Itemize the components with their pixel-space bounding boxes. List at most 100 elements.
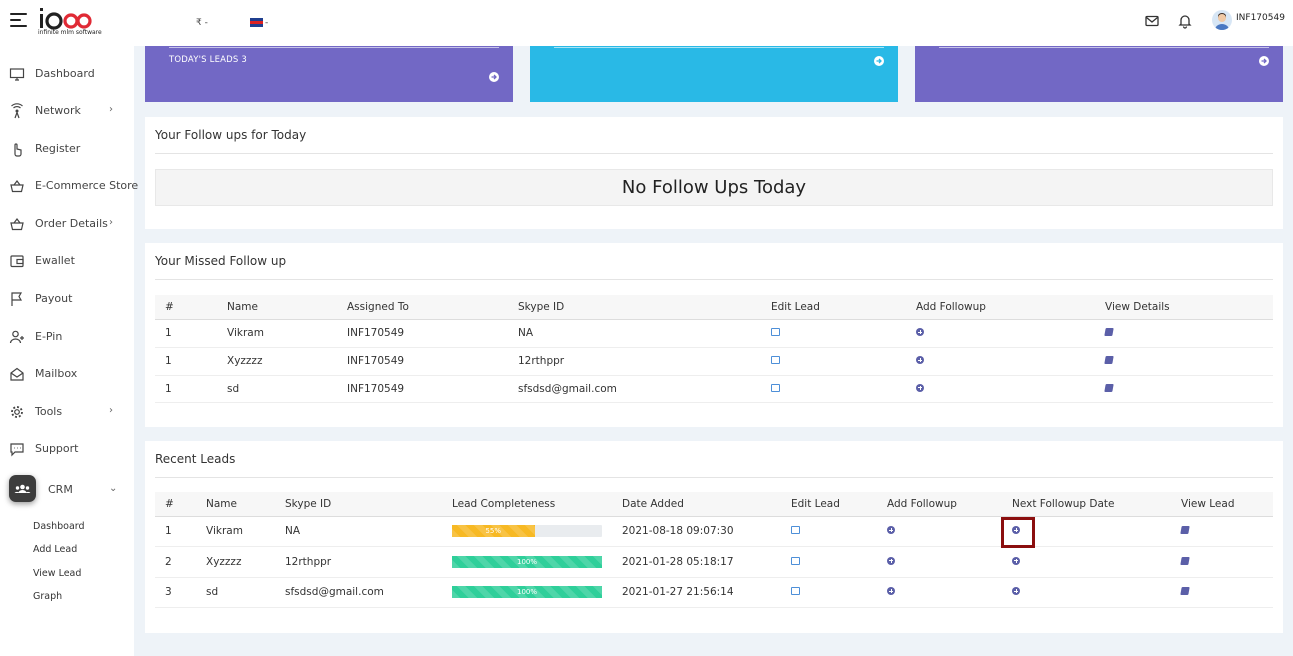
- edit-icon[interactable]: [791, 556, 800, 565]
- edit-icon[interactable]: [771, 328, 780, 336]
- column-header: Lead Completeness: [442, 492, 612, 517]
- row-number: 2: [155, 546, 196, 578]
- add-circle-icon[interactable]: [887, 587, 895, 595]
- card-label: TODAY'S LEADS 3: [169, 55, 248, 65]
- sidebar-item-network[interactable]: Network ›: [0, 99, 134, 123]
- summary-card-2: [530, 46, 898, 102]
- column-header: Date Added: [612, 492, 781, 517]
- mail-icon[interactable]: [1144, 13, 1160, 29]
- sidebar-item-label: E-Commerce Store: [35, 179, 139, 192]
- next-followup-icon[interactable]: [1012, 526, 1020, 534]
- column-header: #: [155, 295, 217, 320]
- add-circle-icon[interactable]: [887, 556, 895, 565]
- sidebar-item-label: CRM: [48, 483, 73, 496]
- sidebar-item-ewallet[interactable]: Ewallet: [0, 249, 134, 273]
- sidebar-item-payout[interactable]: Payout: [0, 287, 134, 311]
- row-number: 3: [155, 577, 196, 608]
- sidebar-item-label: Mailbox: [35, 367, 78, 380]
- sidebar-item-label: Payout: [35, 292, 73, 305]
- next-followup-icon[interactable]: [1012, 587, 1020, 595]
- book-icon[interactable]: [1104, 356, 1114, 364]
- chevron-right-icon: ›: [109, 104, 113, 115]
- column-header: Name: [196, 492, 275, 517]
- top-bar: infinite mlm software ₹ - - INF170549: [0, 0, 1293, 46]
- crm-sub-add-lead[interactable]: Add Lead: [33, 544, 78, 555]
- book-icon[interactable]: [1104, 328, 1114, 336]
- arrow-right-circle-icon[interactable]: [1259, 56, 1269, 66]
- username[interactable]: INF170549: [1236, 13, 1285, 23]
- todays-leads-card: TODAY'S LEADS 3: [145, 46, 513, 102]
- sidebar-item-label: Dashboard: [35, 67, 95, 80]
- add-circle-icon[interactable]: [887, 526, 895, 534]
- edit-icon[interactable]: [771, 356, 780, 364]
- book-icon[interactable]: [1180, 526, 1190, 534]
- flag-icon: [11, 292, 23, 306]
- column-header: Edit Lead: [761, 295, 906, 320]
- book-icon[interactable]: [1180, 587, 1190, 595]
- row-number: 1: [155, 319, 217, 348]
- currency-selector[interactable]: ₹ -: [196, 18, 208, 28]
- menu-toggle-icon[interactable]: [10, 13, 27, 29]
- sidebar-item-support[interactable]: Support: [0, 437, 134, 461]
- lead-name: Xyzzzz: [196, 546, 275, 578]
- date-added: 2021-01-27 21:56:14: [612, 577, 781, 608]
- skype-id: 12rthppr: [508, 347, 761, 376]
- table-row: 2 Xyzzzz 12rthppr 100% 2021-01-28 05:18:…: [155, 546, 1273, 578]
- crm-sub-view-lead[interactable]: View Lead: [33, 568, 82, 579]
- sidebar-item-ecommerce-store[interactable]: E-Commerce Store: [0, 174, 138, 198]
- recent-leads-table: # Name Skype ID Lead Completeness Date A…: [155, 492, 1273, 608]
- skype-id: NA: [275, 516, 442, 547]
- company-logo[interactable]: [37, 4, 107, 40]
- chat-icon: [10, 443, 24, 457]
- envelope-open-icon: [10, 367, 24, 381]
- arrow-right-circle-icon[interactable]: [874, 56, 884, 66]
- panel-title: Your Missed Follow up: [155, 254, 287, 268]
- lead-name: sd: [196, 577, 275, 608]
- sidebar-item-register[interactable]: Register: [0, 137, 134, 161]
- crm-sub-dashboard[interactable]: Dashboard: [33, 521, 85, 532]
- user-plus-icon: [9, 330, 24, 344]
- assigned-to: INF170549: [337, 375, 508, 403]
- followups-today-panel: Your Follow ups for Today No Follow Ups …: [145, 117, 1283, 229]
- table-row: 1 Vikram INF170549 NA: [155, 319, 1273, 348]
- table-row: 1 sd INF170549 sfsdsd@gmail.com: [155, 375, 1273, 403]
- column-header: #: [155, 492, 196, 517]
- add-circle-icon[interactable]: [916, 328, 924, 336]
- add-circle-icon[interactable]: [916, 383, 924, 392]
- register-hand-icon: [14, 143, 22, 157]
- add-circle-icon[interactable]: [916, 356, 924, 364]
- book-icon[interactable]: [1104, 383, 1114, 392]
- sidebar-item-crm[interactable]: CRM ⌄: [0, 478, 134, 502]
- arrow-right-circle-icon[interactable]: [489, 72, 499, 82]
- crm-group-icon[interactable]: [9, 475, 36, 502]
- row-number: 1: [155, 375, 217, 403]
- sidebar-item-order-details[interactable]: Order Details ›: [0, 212, 134, 236]
- date-added: 2021-08-18 09:07:30: [612, 516, 781, 547]
- card-divider: [939, 47, 1269, 48]
- assigned-to: INF170549: [337, 347, 508, 376]
- column-header: Next Followup Date: [1002, 492, 1171, 517]
- bell-icon[interactable]: [1177, 13, 1193, 29]
- sidebar-item-epin[interactable]: E-Pin: [0, 325, 134, 349]
- wallet-icon: [10, 255, 24, 268]
- edit-icon[interactable]: [791, 587, 800, 595]
- next-followup-icon[interactable]: [1012, 556, 1020, 565]
- chevron-right-icon: ›: [109, 217, 113, 228]
- edit-icon[interactable]: [791, 526, 800, 534]
- card-divider: [169, 47, 499, 48]
- language-selector[interactable]: -: [250, 18, 268, 28]
- user-avatar[interactable]: [1212, 10, 1232, 30]
- assigned-to: INF170549: [337, 319, 508, 348]
- edit-icon[interactable]: [771, 383, 780, 392]
- panel-title: Your Follow ups for Today: [155, 128, 307, 142]
- table-row: 1 Vikram NA 55% 2021-08-18 09:07:30: [155, 516, 1273, 547]
- sidebar-item-mailbox[interactable]: Mailbox: [0, 362, 134, 386]
- crm-sub-graph[interactable]: Graph: [33, 591, 63, 602]
- missed-followup-panel: Your Missed Follow up # Name Assigned To…: [145, 243, 1283, 427]
- column-header: View Details: [1095, 295, 1273, 320]
- column-header: Add Followup: [877, 492, 1002, 517]
- sidebar-item-dashboard[interactable]: Dashboard: [0, 62, 134, 86]
- book-icon[interactable]: [1180, 556, 1190, 565]
- sidebar-item-tools[interactable]: Tools ›: [0, 400, 134, 424]
- uk-flag-icon: [250, 18, 263, 27]
